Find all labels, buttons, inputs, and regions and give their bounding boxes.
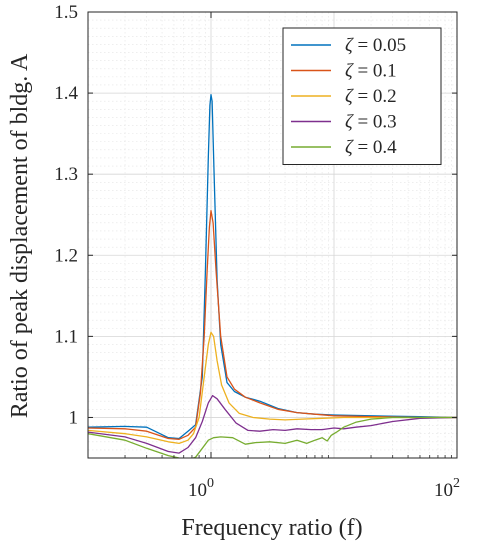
series-line-2 <box>88 331 457 445</box>
x-tick-label: 100 <box>188 476 214 501</box>
y-tick-label: 1.5 <box>54 2 78 23</box>
y-axis-label: Ratio of peak displacement of bldg. A <box>7 53 33 418</box>
axis-ticks: 1 1.1 1.2 1.3 1.4 1.5 100 102 <box>54 2 460 501</box>
legend-label: ζ = 0.3 <box>345 112 397 133</box>
plot-area <box>88 94 457 458</box>
legend-label: ζ = 0.1 <box>345 61 397 82</box>
series-line-1 <box>88 210 457 440</box>
legend-label: ζ = 0.4 <box>345 137 397 158</box>
y-tick-label: 1.2 <box>54 245 78 266</box>
y-tick-label: 1.3 <box>54 164 78 185</box>
y-tick-label: 1.4 <box>54 83 78 104</box>
x-tick-label: 102 <box>434 476 460 501</box>
axes-box <box>87 11 458 459</box>
series-line-3 <box>88 394 457 454</box>
series-lines <box>88 94 457 458</box>
y-tick-label: 1.1 <box>54 326 78 347</box>
x-axis-label: Frequency ratio (f) <box>181 515 362 541</box>
legend-label: ζ = 0.2 <box>345 86 397 107</box>
grid <box>87 11 457 459</box>
legend-label: ζ = 0.05 <box>345 35 406 56</box>
y-tick-label: 1 <box>69 407 79 428</box>
series-line-4 <box>88 416 457 458</box>
legend: ζ = 0.05 ζ = 0.1 ζ = 0.2 ζ = 0.3 ζ = 0.4 <box>282 27 442 165</box>
